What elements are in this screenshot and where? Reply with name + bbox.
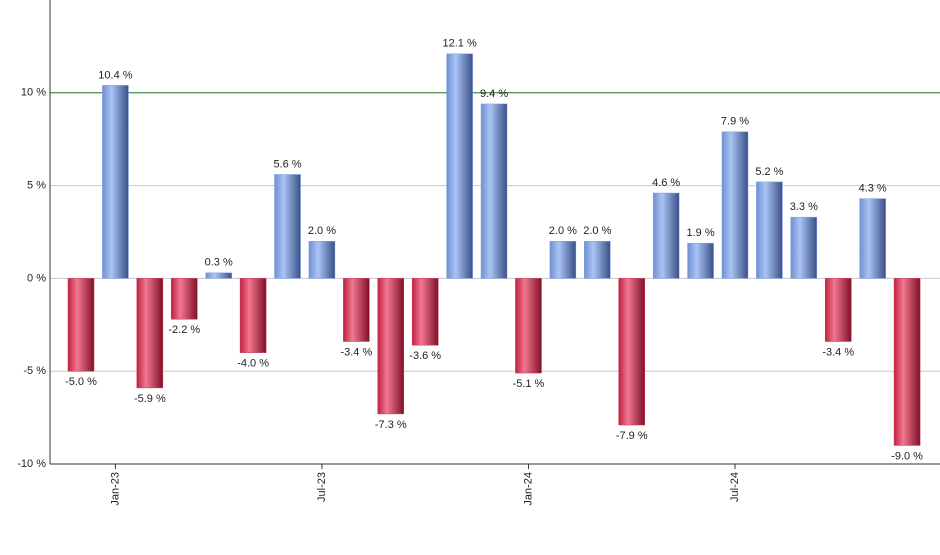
value-label: -3.4 %: [822, 346, 854, 358]
value-label: 5.6 %: [273, 158, 301, 170]
value-label: -5.0 %: [65, 376, 97, 388]
value-label: 7.9 %: [721, 116, 749, 128]
value-label: -5.1 %: [513, 378, 545, 390]
bar: [67, 278, 95, 372]
x-tick-label: Jan-24: [522, 472, 534, 506]
y-tick-label: 0 %: [27, 272, 46, 284]
bar: [824, 278, 852, 342]
bar: [584, 241, 611, 279]
bar: [549, 241, 577, 279]
value-label: -7.3 %: [375, 419, 407, 431]
value-label: -3.6 %: [409, 350, 441, 362]
bar: [274, 174, 301, 279]
value-label: 12.1 %: [442, 38, 476, 50]
x-tick-label: Jul-23: [316, 472, 328, 502]
value-label: -2.2 %: [168, 324, 200, 336]
value-label: 10.4 %: [98, 69, 132, 81]
value-label: -3.4 %: [340, 346, 372, 358]
bar: [652, 192, 680, 279]
value-label: -7.9 %: [616, 430, 648, 442]
x-tick-label: Jan-23: [109, 472, 121, 506]
value-label: -9.0 %: [891, 450, 923, 462]
x-tick-label: Jul-24: [729, 472, 741, 502]
bar: [239, 278, 267, 353]
value-label: 0.3 %: [205, 257, 233, 269]
bar: [756, 181, 783, 279]
value-label: -5.9 %: [134, 393, 166, 405]
value-label: 4.3 %: [859, 182, 887, 194]
bar: [411, 278, 439, 346]
value-label: 9.4 %: [480, 88, 508, 100]
bar: [859, 198, 886, 279]
value-label: 2.0 %: [583, 225, 611, 237]
value-label: 2.0 %: [308, 225, 336, 237]
y-tick-label: -10 %: [17, 458, 46, 470]
bar: [790, 216, 818, 279]
y-tick-label: -5 %: [23, 365, 46, 377]
value-label: 4.6 %: [652, 177, 680, 189]
value-label: 5.2 %: [755, 166, 783, 178]
bar: [136, 278, 164, 389]
bar: [446, 53, 473, 279]
value-label: 2.0 %: [549, 225, 577, 237]
bar: [377, 278, 405, 415]
y-tick-label: 10 %: [21, 87, 46, 99]
value-label: -4.0 %: [237, 358, 269, 370]
bar: [687, 242, 714, 279]
bar: [171, 278, 198, 320]
bar: [721, 131, 749, 279]
y-tick-label: 5 %: [27, 180, 46, 192]
bar: [102, 85, 129, 279]
bar: [893, 278, 921, 446]
bar: [343, 278, 370, 342]
bar: [618, 278, 645, 426]
bar: [515, 278, 542, 374]
bar: [308, 241, 336, 279]
value-label: 3.3 %: [790, 201, 818, 213]
bar: [480, 103, 508, 279]
bar: [205, 272, 232, 279]
value-label: 1.9 %: [686, 227, 714, 239]
